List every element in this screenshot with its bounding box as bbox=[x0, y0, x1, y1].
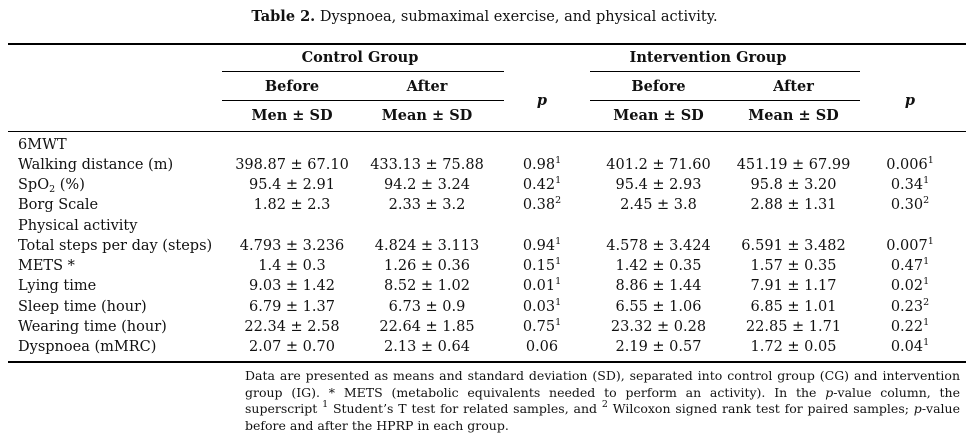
table-cell: 95.8 ± 3.20 bbox=[750, 177, 837, 193]
ig-before-stat-header: Mean ± SD bbox=[613, 107, 704, 124]
table-cell: 6.55 ± 1.06 bbox=[615, 299, 702, 315]
table-cell: 1.26 ± 0.36 bbox=[384, 258, 470, 274]
table-footnote: Data are presented as means and standard… bbox=[245, 368, 960, 433]
table-cell: 6.79 ± 1.37 bbox=[249, 299, 335, 315]
p-value-cell: 0.0071 bbox=[886, 236, 934, 254]
table-cell: 398.87 ± 67.10 bbox=[235, 157, 349, 173]
table-cell: 1.4 ± 0.3 bbox=[258, 258, 326, 274]
table-cell: 95.4 ± 2.91 bbox=[249, 177, 335, 193]
p-value-cell: 0.421 bbox=[522, 175, 562, 193]
ig-p-header: p bbox=[904, 92, 916, 109]
row-label: Total steps per day (steps) bbox=[18, 238, 213, 254]
p-value-cell: 0.06 bbox=[525, 339, 559, 355]
row-label: SpO2 (%) bbox=[18, 177, 85, 195]
table-cell: 2.13 ± 0.64 bbox=[384, 339, 470, 355]
control-subheader-rule bbox=[222, 100, 504, 101]
bottom-rule bbox=[8, 361, 966, 363]
table-cell: 22.34 ± 2.58 bbox=[244, 319, 340, 335]
table-cell: 7.91 ± 1.17 bbox=[750, 278, 837, 294]
p-value-cell: 0.471 bbox=[890, 256, 930, 274]
ig-after-header: After bbox=[773, 78, 814, 95]
p-value-cell: 0.302 bbox=[890, 195, 930, 213]
p-value-cell: 0.221 bbox=[890, 317, 930, 335]
table-cell: 451.19 ± 67.99 bbox=[736, 157, 851, 173]
p-value-cell: 0.021 bbox=[890, 276, 930, 294]
intervention-subheader-rule bbox=[590, 100, 860, 101]
row-label: Wearing time (hour) bbox=[18, 319, 167, 335]
table-cell: 9.03 ± 1.42 bbox=[249, 278, 335, 294]
p-value-cell: 0.232 bbox=[890, 297, 930, 315]
p-value-cell: 0.041 bbox=[890, 337, 930, 355]
top-rule bbox=[8, 43, 966, 45]
table-cell: 1.82 ± 2.3 bbox=[253, 197, 331, 213]
caption-label: Table 2. bbox=[251, 8, 316, 25]
section-label: 6MWT bbox=[18, 137, 67, 153]
row-label: Sleep time (hour) bbox=[18, 299, 147, 315]
table-cell: 94.2 ± 3.24 bbox=[384, 177, 470, 193]
table-cell: 2.33 ± 3.2 bbox=[388, 197, 466, 213]
control-group-header: Control Group bbox=[301, 49, 419, 66]
caption-text: Dyspnoea, submaximal exercise, and physi… bbox=[315, 9, 718, 25]
table-cell: 22.85 ± 1.71 bbox=[745, 319, 842, 335]
intervention-group-rule bbox=[590, 71, 860, 72]
table-cell: 4.824 ± 3.113 bbox=[374, 238, 480, 254]
table-cell: 1.42 ± 0.35 bbox=[615, 258, 702, 274]
table-cell: 4.578 ± 3.424 bbox=[606, 238, 711, 254]
table-caption: Table 2. Dyspnoea, submaximal exercise, … bbox=[0, 8, 969, 25]
p-value-cell: 0.751 bbox=[522, 317, 562, 335]
cg-after-header: After bbox=[406, 78, 448, 95]
table-cell: 6.591 ± 3.482 bbox=[741, 238, 846, 254]
control-group-rule bbox=[222, 71, 504, 72]
table-cell: 95.4 ± 2.93 bbox=[615, 177, 702, 193]
p-value-cell: 0.341 bbox=[890, 175, 930, 193]
table-cell: 401.2 ± 71.60 bbox=[606, 157, 711, 173]
table-cell: 4.793 ± 3.236 bbox=[239, 238, 345, 254]
p-value-cell: 0.0061 bbox=[886, 155, 934, 173]
table-cell: 1.72 ± 0.05 bbox=[750, 339, 837, 355]
cg-before-stat-header: Men ± SD bbox=[251, 107, 333, 124]
table-cell: 2.88 ± 1.31 bbox=[750, 197, 837, 213]
p-value-cell: 0.031 bbox=[522, 297, 562, 315]
p-value-cell: 0.011 bbox=[522, 276, 562, 294]
cg-p-header: p bbox=[536, 92, 548, 109]
ig-after-stat-header: Mean ± SD bbox=[748, 107, 839, 124]
table-cell: 23.32 ± 0.28 bbox=[610, 319, 707, 335]
section-label: Physical activity bbox=[18, 218, 138, 234]
cg-before-header: Before bbox=[264, 78, 320, 95]
p-value-cell: 0.151 bbox=[522, 256, 562, 274]
p-value-cell: 0.981 bbox=[522, 155, 562, 173]
row-label: Lying time bbox=[18, 278, 97, 294]
row-label: Walking distance (m) bbox=[18, 157, 174, 173]
table-cell: 1.57 ± 0.35 bbox=[750, 258, 837, 274]
p-value-cell: 0.941 bbox=[522, 236, 562, 254]
table-cell: 6.85 ± 1.01 bbox=[750, 299, 837, 315]
row-label: METS * bbox=[18, 258, 75, 274]
table-cell: 8.86 ± 1.44 bbox=[615, 278, 702, 294]
row-label: Borg Scale bbox=[18, 197, 99, 213]
table-cell: 6.73 ± 0.9 bbox=[388, 299, 466, 315]
table-cell: 22.64 ± 1.85 bbox=[379, 319, 475, 335]
table-cell: 8.52 ± 1.02 bbox=[384, 278, 470, 294]
table-cell: 2.45 ± 3.8 bbox=[620, 197, 697, 213]
table-cell: 433.13 ± 75.88 bbox=[370, 157, 484, 173]
cg-after-stat-header: Mean ± SD bbox=[381, 107, 473, 124]
p-value-cell: 0.382 bbox=[522, 195, 562, 213]
row-label: Dyspnoea (mMRC) bbox=[18, 339, 157, 355]
table-cell: 2.19 ± 0.57 bbox=[615, 339, 702, 355]
intervention-group-header: Intervention Group bbox=[629, 49, 787, 66]
ig-before-header: Before bbox=[631, 78, 686, 95]
header-bottom-rule bbox=[8, 131, 966, 132]
table-cell: 2.07 ± 0.70 bbox=[249, 339, 335, 355]
